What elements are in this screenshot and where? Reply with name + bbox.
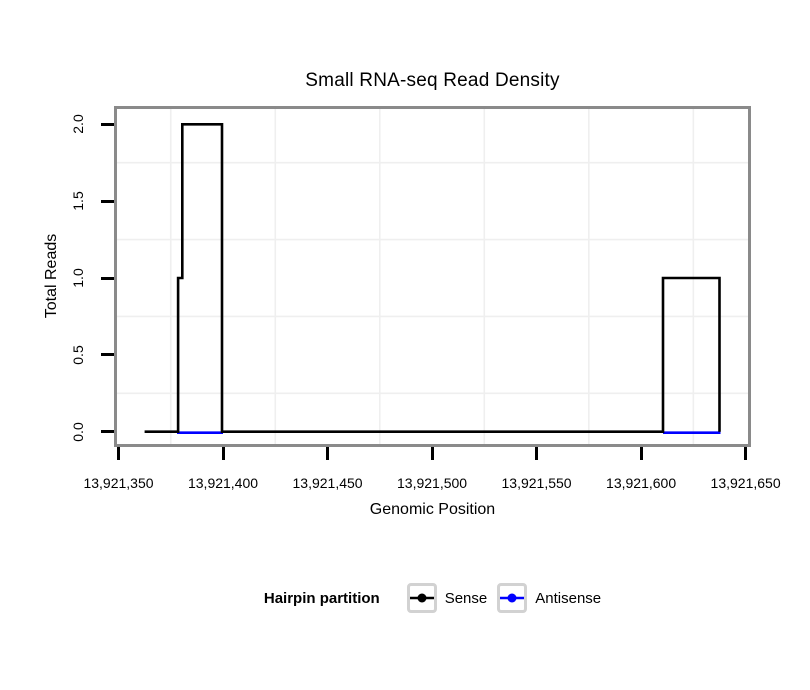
x-tick-label: 13,921,400 xyxy=(187,475,259,491)
y-tick-mark xyxy=(101,353,114,357)
y-tick-mark xyxy=(101,430,114,434)
y-tick-label: 1.5 xyxy=(70,191,86,211)
legend-title: Hairpin partition xyxy=(263,589,380,607)
x-tick-label: 13,921,600 xyxy=(606,475,677,491)
x-tick-mark xyxy=(117,447,120,460)
y-tick-label: 0.5 xyxy=(70,345,86,365)
x-tick-mark xyxy=(221,447,225,460)
y-tick-label: 0.0 xyxy=(70,421,86,442)
y-tick-mark xyxy=(101,122,114,126)
y-tick-label: 1.0 xyxy=(70,268,86,288)
line-point-glyph xyxy=(500,593,525,603)
x-tick-mark xyxy=(430,447,434,460)
legend-entries: Sense Antisense xyxy=(397,583,601,613)
x-tick-label: 13,921,550 xyxy=(501,475,572,491)
x-tick-label: 13,921,450 xyxy=(292,475,363,491)
legend-label-antisense: Antisense xyxy=(535,589,602,607)
series-sense-line xyxy=(144,123,721,434)
legend: Hairpin partition Sense Antisense xyxy=(114,581,751,615)
x-axis-title: Genomic Position xyxy=(369,501,496,518)
chart-title: Small RNA-seq Read Density xyxy=(305,70,560,91)
x-tick-label: 13,921,650 xyxy=(710,475,781,491)
legend-label-sense: Sense xyxy=(444,589,488,607)
legend-entry-sense: Sense xyxy=(406,583,488,613)
x-tick-mark xyxy=(326,447,330,460)
legend-entry-antisense: Antisense xyxy=(497,583,601,613)
x-tick-label: 13,921,350 xyxy=(83,475,154,491)
y-tick-mark xyxy=(101,199,114,203)
legend-key-sense-icon xyxy=(406,583,437,613)
line-point-glyph xyxy=(409,593,434,603)
y-tick-label: 2.0 xyxy=(70,114,86,135)
x-tick-mark xyxy=(535,447,539,460)
plot-area-svg xyxy=(117,109,748,444)
x-tick-mark xyxy=(639,447,643,460)
y-axis-title: Total Reads xyxy=(43,233,60,319)
x-tick-label: 13,921,500 xyxy=(397,475,468,491)
legend-key-antisense-icon xyxy=(497,583,528,613)
panel-border xyxy=(114,106,751,447)
x-tick-mark xyxy=(744,447,748,460)
y-tick-mark xyxy=(101,276,114,280)
